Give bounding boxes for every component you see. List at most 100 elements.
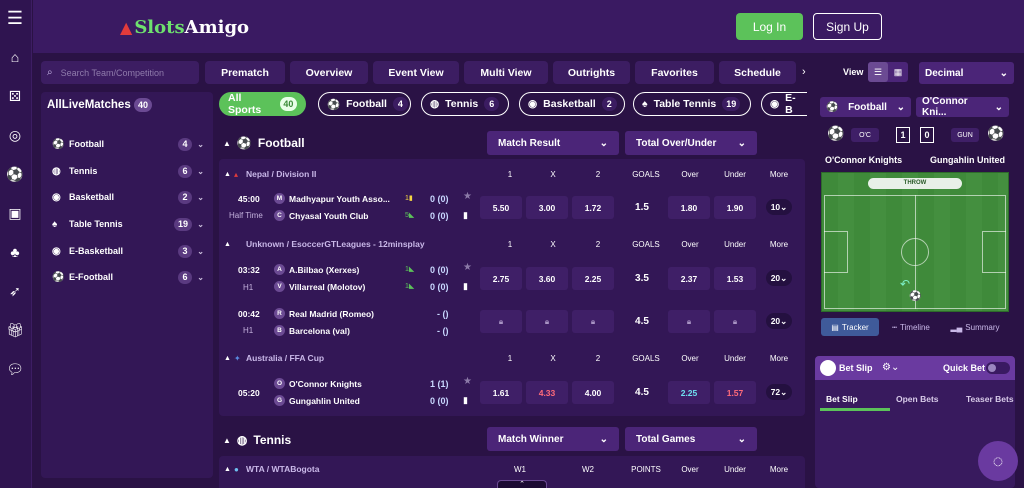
section-title: Tennis: [253, 433, 292, 447]
tracker-sport-select[interactable]: ⚽ Football ⌄: [820, 97, 911, 117]
pill-all-sports[interactable]: All Sports 40: [219, 92, 306, 116]
settings-gear-icon[interactable]: ⚙⌄: [882, 362, 900, 373]
star-icon[interactable]: ★: [463, 376, 472, 387]
pill-football[interactable]: ⚽ Football 4: [318, 92, 411, 116]
tab-bet-slip[interactable]: Bet Slip: [826, 394, 858, 404]
team-home[interactable]: O O'Connor Knights: [274, 378, 362, 389]
odds-button-over[interactable]: 2.37: [668, 267, 710, 290]
tab-timeline[interactable]: ┅ Timeline: [879, 323, 943, 332]
odds-format-select[interactable]: Decimal ⌄: [919, 62, 1014, 84]
stats-icon[interactable]: ▮: [463, 281, 468, 291]
odds-button[interactable]: 4.33: [526, 381, 568, 404]
tab-outrights[interactable]: Outrights: [553, 61, 630, 84]
stats-icon[interactable]: ▮: [463, 395, 468, 405]
sidebar-item-e-basketball[interactable]: ◉ E-Basketball 3 ⌄: [52, 243, 204, 259]
cards-icon[interactable]: ♣: [10, 244, 20, 260]
odds-button-under[interactable]: 1.90: [714, 196, 756, 219]
home-abbr: O'C: [851, 128, 879, 142]
pill-basketball[interactable]: ◉ Basketball 2: [519, 92, 625, 116]
odds-button[interactable]: 3.00: [526, 196, 568, 219]
more-markets-button[interactable]: 72 ⌄: [766, 384, 792, 400]
sidebar-item-football[interactable]: ⚽ Football 4 ⌄: [52, 136, 204, 152]
tab-schedule[interactable]: Schedule: [719, 61, 796, 84]
grid-view-icon[interactable]: ▦: [893, 66, 903, 77]
rocket-icon[interactable]: ➶: [9, 282, 21, 299]
league-row[interactable]: ▲ Unknown / EsoccerGTLeagues - 12minspla…: [219, 236, 805, 252]
stats-icon[interactable]: ▮: [463, 210, 468, 220]
star-icon[interactable]: ★: [463, 191, 472, 202]
tab-multi-view[interactable]: Multi View: [464, 61, 548, 84]
top-header: [33, 0, 1024, 53]
list-view-icon[interactable]: ☰: [868, 62, 888, 82]
league-row[interactable]: ▲ ✦ Australia / FFA Cup: [219, 350, 805, 366]
search-input[interactable]: ⌕ Search Team/Competition: [41, 61, 199, 84]
tab-prematch[interactable]: Prematch: [205, 61, 285, 84]
sidebar-item-table-tennis[interactable]: ♠ Table Tennis 19 ⌄: [52, 216, 204, 232]
odds-button-under[interactable]: 1.53: [714, 267, 756, 290]
dice-icon[interactable]: ⚄: [8, 87, 22, 104]
pill-e-basketball[interactable]: ◉ E-B: [761, 92, 807, 116]
market-select-total-over-under[interactable]: Total Over/Under ⌄: [625, 131, 757, 155]
tennis-section-header[interactable]: ▲ ◍ Tennis: [223, 433, 291, 447]
chevron-down-icon: ⌄: [197, 166, 204, 176]
tab-event-view[interactable]: Event View: [373, 61, 459, 84]
soccer-ball-icon[interactable]: ⚽: [6, 165, 24, 182]
pill-label: Basketball: [543, 98, 596, 110]
team-away[interactable]: V Villarreal (Molotov): [274, 281, 365, 292]
football-section-header[interactable]: ▲ ⚽ Football: [223, 136, 305, 150]
league-row[interactable]: ▲ ▴ Nepal / Division II: [219, 166, 805, 182]
sidebar-item-tennis[interactable]: ◍ Tennis 6 ⌄: [52, 163, 204, 179]
odds-button-over[interactable]: 2.25: [668, 381, 710, 404]
odds-button[interactable]: 1.72: [572, 196, 614, 219]
more-markets-button[interactable]: 20 ⌄: [766, 270, 792, 286]
team-away[interactable]: B Barcelona (val): [274, 325, 350, 336]
team-away[interactable]: C Chyasal Youth Club: [274, 210, 369, 221]
tab-open-bets[interactable]: Open Bets: [896, 394, 939, 404]
league-row[interactable]: ▲ ● WTA / WTABogota: [219, 461, 805, 477]
market-select-match-winner[interactable]: Match Winner ⌄: [487, 427, 619, 451]
odds-button[interactable]: 2.75: [480, 267, 522, 290]
live-chat-button[interactable]: ◌: [978, 441, 1018, 481]
pill-table-tennis[interactable]: ♠ Table Tennis 19: [633, 92, 751, 116]
tab-teaser-bets[interactable]: Teaser Bets: [966, 394, 1014, 404]
login-button[interactable]: Log In: [736, 13, 803, 40]
team-home[interactable]: R Real Madrid (Romeo): [274, 308, 374, 319]
team-home[interactable]: A A.Bilbao (Xerxes): [274, 264, 359, 275]
odds-button-under[interactable]: 1.57: [714, 381, 756, 404]
scroll-up-button[interactable]: ⌃: [497, 480, 547, 488]
tracker-match-select[interactable]: O'Connor Kni... ⌄: [916, 96, 1009, 118]
more-markets-button[interactable]: 10 ⌄: [766, 199, 792, 215]
quick-bet-toggle[interactable]: [986, 362, 1010, 374]
gift-icon[interactable]: 🎁︎: [6, 321, 24, 338]
sidebar-item-label: Tennis: [69, 166, 98, 176]
sidebar-item-e-football[interactable]: ⚽ E-Football 6 ⌄: [52, 269, 204, 285]
chat-bubble-icon[interactable]: 💬︎: [6, 360, 24, 377]
chevron-down-icon: ⌄: [737, 137, 746, 149]
tab-overview[interactable]: Overview: [290, 61, 368, 84]
tab-tracker[interactable]: ▤ Tracker: [821, 318, 879, 336]
sidebar-item-basketball[interactable]: ◉ Basketball 2 ⌄: [52, 189, 204, 205]
odds-button[interactable]: 3.60: [526, 267, 568, 290]
signup-button[interactable]: Sign Up: [813, 13, 882, 40]
home-icon[interactable]: ⌂: [10, 49, 20, 65]
tab-favorites[interactable]: Favorites: [635, 61, 714, 84]
star-icon[interactable]: ★: [463, 262, 472, 273]
logo[interactable]: ▲ Slots Amigo: [120, 10, 249, 44]
odds-button-over[interactable]: 1.80: [668, 196, 710, 219]
team-home[interactable]: M Madhyapur Youth Asso...: [274, 193, 390, 204]
more-markets-button[interactable]: 20 ⌄: [766, 313, 792, 329]
hamburger-menu-icon[interactable]: ☰: [6, 7, 24, 28]
odds-button[interactable]: 2.25: [572, 267, 614, 290]
market-select-total-games[interactable]: Total Games ⌄: [625, 427, 757, 451]
team-away[interactable]: G Gungahlin United: [274, 395, 360, 406]
casino-chip-icon[interactable]: ◎: [8, 126, 22, 143]
live-tv-icon[interactable]: ▣: [8, 204, 22, 221]
pill-tennis[interactable]: ◍ Tennis 6: [421, 92, 509, 116]
chevron-right-icon[interactable]: ›: [802, 66, 806, 78]
market-select-match-result[interactable]: Match Result ⌄: [487, 131, 619, 155]
tab-summary[interactable]: ▂▄ Summary: [943, 323, 1007, 332]
odds-button[interactable]: 4.00: [572, 381, 614, 404]
odds-button[interactable]: 1.61: [480, 381, 522, 404]
view-toggle[interactable]: ☰ ▦: [868, 62, 908, 82]
odds-button[interactable]: 5.50: [480, 196, 522, 219]
